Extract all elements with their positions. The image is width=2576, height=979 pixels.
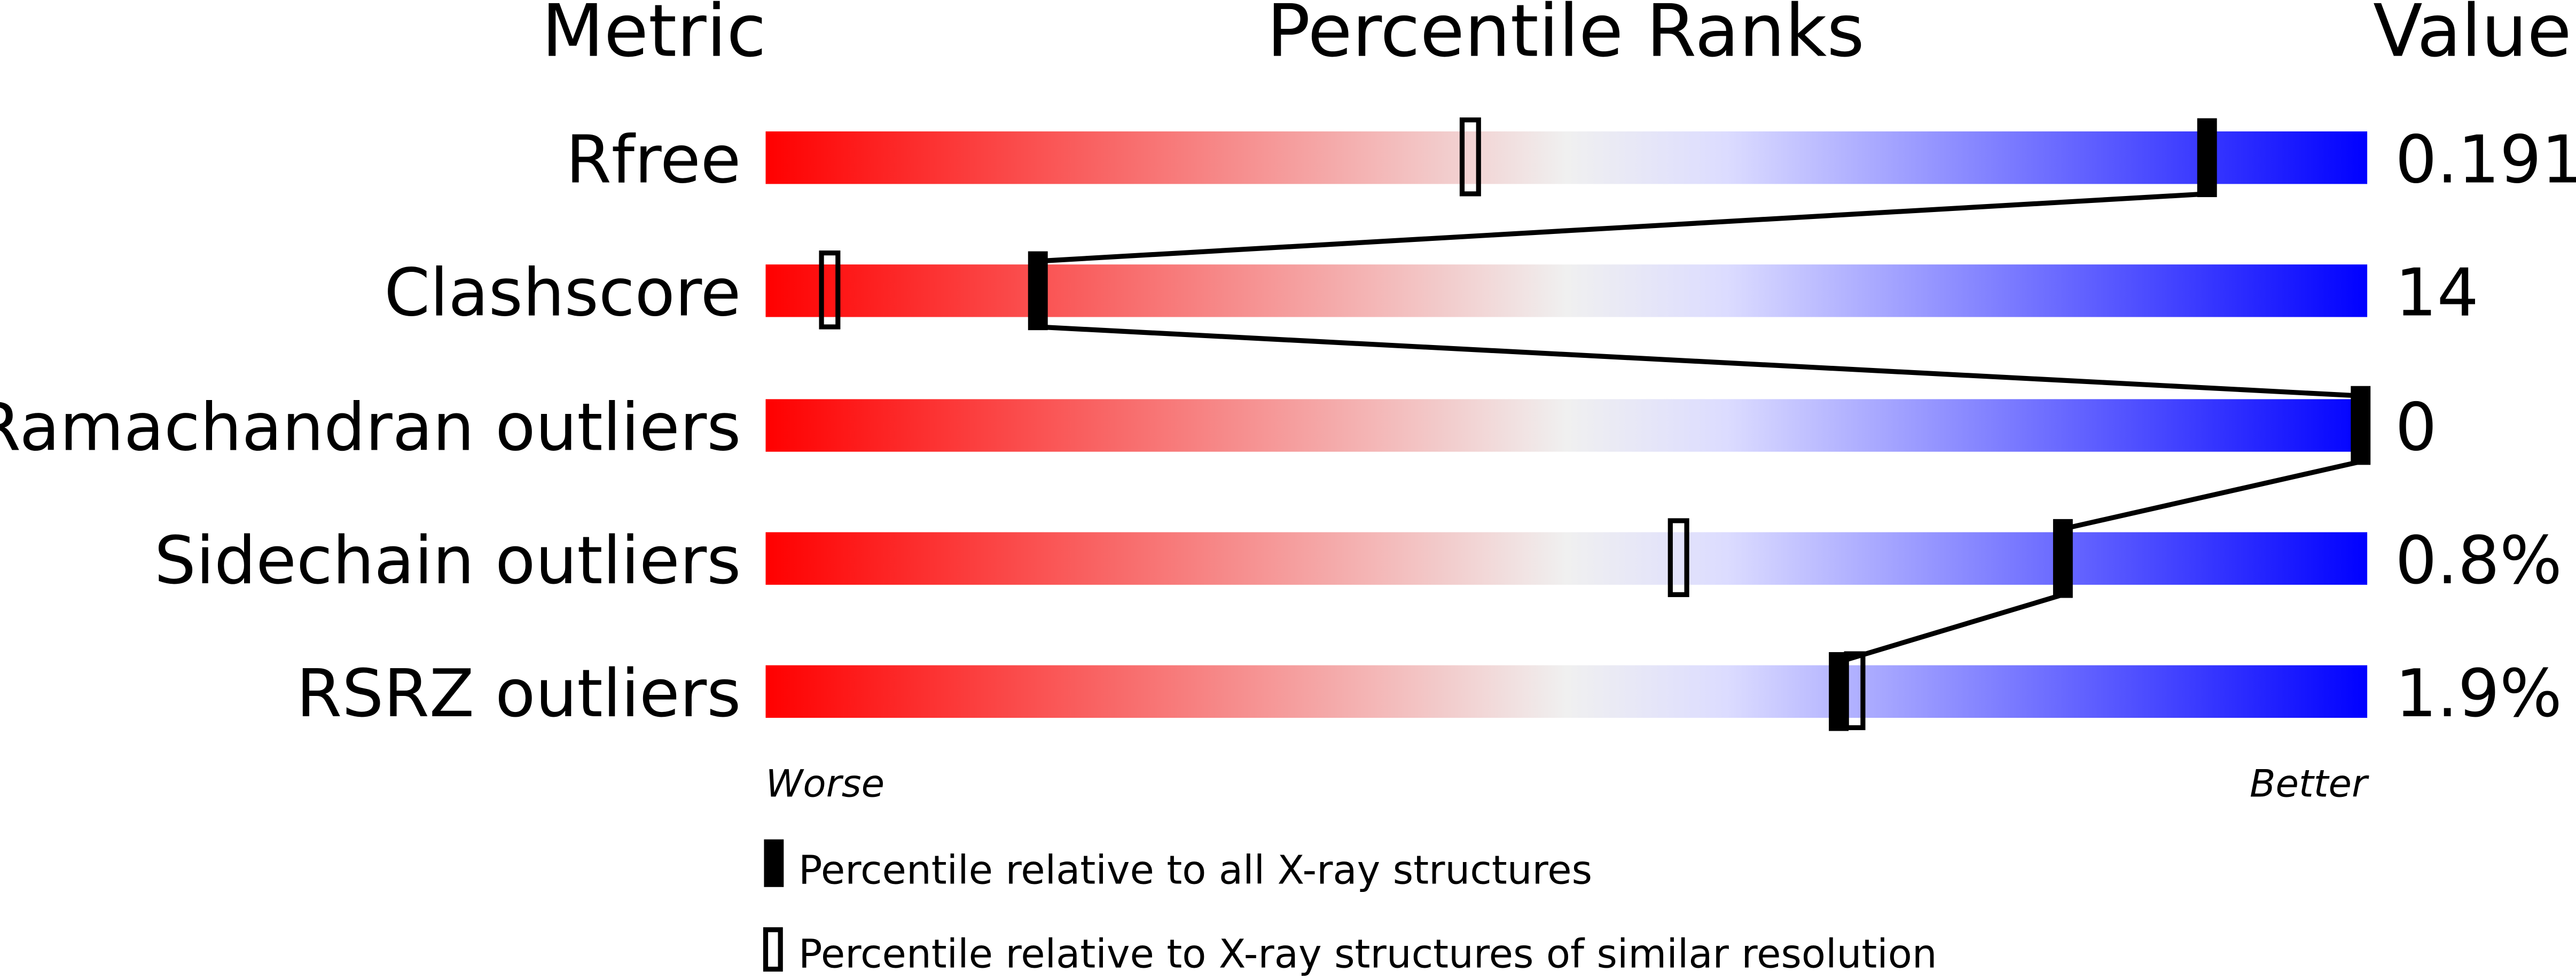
metric-value: 14 bbox=[2395, 255, 2479, 331]
percentile-bar bbox=[765, 131, 2368, 184]
header-value: Value bbox=[2373, 0, 2572, 73]
header-percentile-ranks: Percentile Ranks bbox=[1267, 0, 1865, 73]
legend-all-structures: Percentile relative to all X-ray structu… bbox=[798, 848, 1592, 894]
percentile-bar bbox=[765, 665, 2368, 718]
percentile-bar bbox=[765, 532, 2368, 585]
metric-label: Sidechain outliers bbox=[154, 523, 741, 599]
connector-line bbox=[2062, 459, 2361, 531]
metric-label: RSRZ outliers bbox=[296, 656, 741, 732]
metric-value: 0 bbox=[2395, 390, 2437, 466]
metric-value: 1.9% bbox=[2395, 656, 2562, 732]
metric-value: 0.191 bbox=[2395, 122, 2576, 198]
all-structures-marker bbox=[2053, 519, 2073, 598]
similar-resolution-marker bbox=[819, 250, 841, 330]
metric-value: 0.8% bbox=[2395, 523, 2562, 599]
all-structures-marker bbox=[1829, 652, 1849, 731]
metric-label: Rfree bbox=[566, 122, 741, 198]
percentile-bar bbox=[765, 264, 2368, 317]
connector-line bbox=[1038, 324, 2361, 398]
percentile-bar bbox=[765, 399, 2368, 452]
similar-resolution-marker bbox=[1459, 117, 1481, 197]
metric-label: Ramachandran outliers bbox=[0, 390, 741, 466]
header-metric: Metric bbox=[542, 0, 766, 73]
connector-line bbox=[1037, 191, 2207, 264]
all-structures-marker bbox=[2351, 386, 2371, 465]
legend-hollow-marker bbox=[763, 927, 783, 972]
better-label: Better bbox=[2250, 762, 2369, 806]
all-structures-marker bbox=[2197, 118, 2217, 198]
legend-filled-marker bbox=[764, 839, 784, 887]
legend-similar-resolution: Percentile relative to X-ray structures … bbox=[798, 931, 1937, 977]
all-structures-marker bbox=[1028, 251, 1048, 331]
metric-label: Clashscore bbox=[384, 255, 741, 331]
connector-line bbox=[1838, 592, 2064, 664]
similar-resolution-marker bbox=[1667, 518, 1689, 597]
worse-label: Worse bbox=[765, 762, 884, 806]
